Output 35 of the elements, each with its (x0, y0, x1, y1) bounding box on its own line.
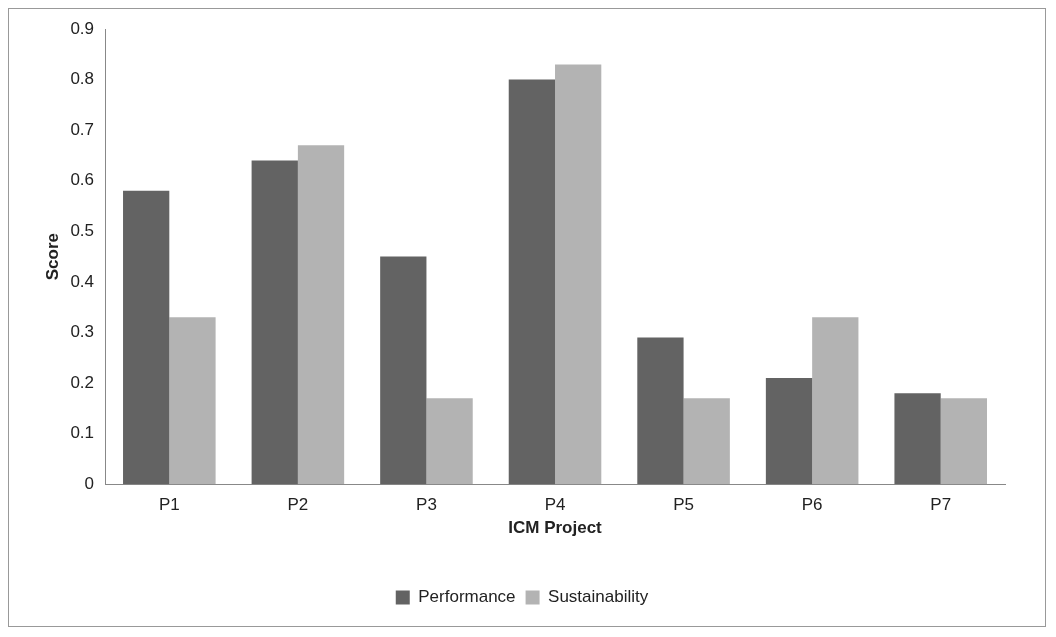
x-tick-label: P7 (930, 495, 952, 515)
y-tick-label: 0 (84, 473, 95, 493)
y-tick-label: 0.8 (70, 69, 95, 89)
bar (297, 145, 345, 485)
x-tick-label: P3 (416, 495, 437, 515)
x-tick-label: P1 (158, 495, 180, 515)
y-tick-label: 0.4 (70, 271, 95, 291)
bar (426, 398, 473, 485)
y-tick-label: 0.2 (70, 372, 95, 392)
x-tick-label: P5 (673, 495, 694, 515)
legend-label: Sustainability (548, 587, 649, 607)
y-tick-label: 0.7 (70, 119, 95, 139)
bar (940, 398, 987, 485)
y-tick-label: 0.1 (70, 423, 95, 443)
bar (380, 256, 427, 485)
bar (637, 337, 684, 485)
x-axis-title: ICM Project (508, 518, 603, 538)
y-tick-label: 0.6 (70, 170, 95, 190)
bar (812, 317, 859, 485)
x-tick-label: P6 (801, 495, 823, 515)
y-tick-label: 0.3 (70, 322, 95, 342)
bar (555, 64, 602, 485)
bar (169, 317, 216, 485)
bar (123, 190, 170, 485)
bar (508, 79, 556, 485)
bar (251, 160, 298, 485)
y-axis-title: Score (42, 232, 62, 281)
y-tick-label: 0.9 (70, 18, 95, 38)
x-tick-label: P4 (544, 495, 566, 515)
legend-label: Performance (418, 587, 516, 607)
y-tick-label: 0.5 (70, 221, 95, 240)
x-tick-label: P2 (287, 495, 309, 515)
bar (894, 393, 941, 485)
bar (765, 377, 813, 485)
bar (683, 398, 730, 485)
